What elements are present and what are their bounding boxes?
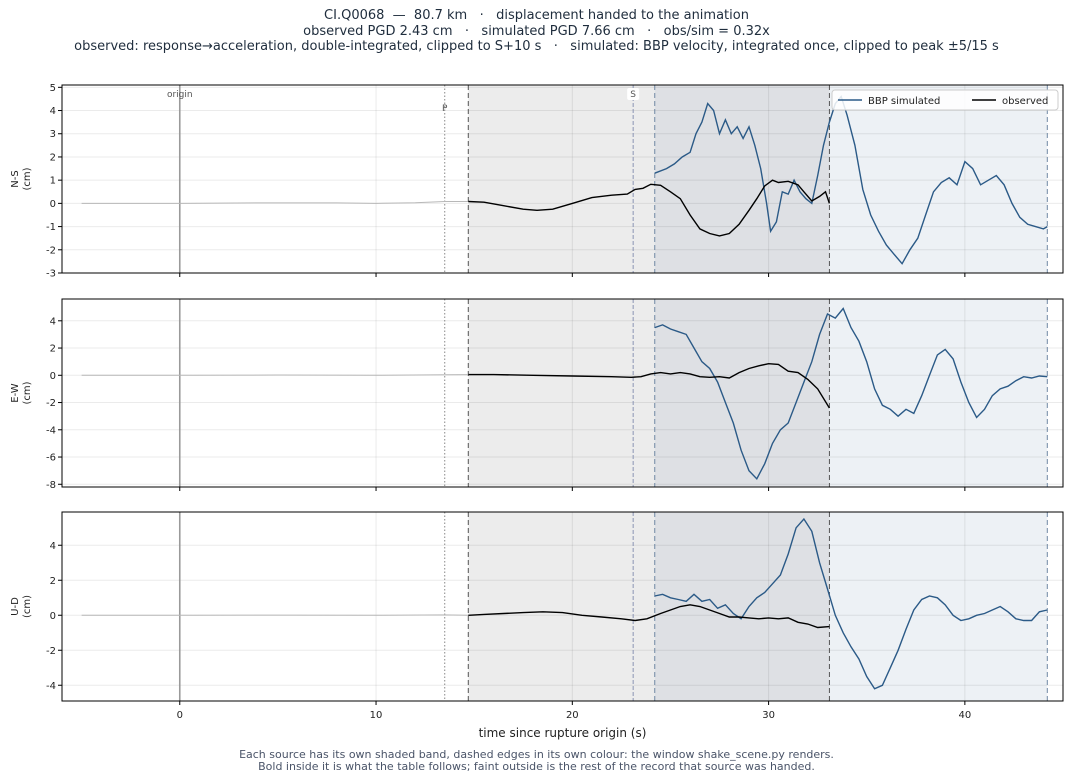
observed-trace [468,604,830,629]
x-tick-label: 40 [958,710,971,721]
legend-box [831,89,1059,111]
y-tick-label: -3 [46,269,56,280]
panel-frame [61,511,1064,702]
y-tick-label: 1 [50,176,56,187]
y-tick-label: 5 [50,83,56,94]
y-tick-label: -2 [46,398,56,409]
y-axis-label: (cm) [22,595,33,618]
simulated-trace [654,307,1048,480]
simulated-trace [654,517,1048,690]
y-tick-label: 3 [50,129,56,140]
footer-note-line-1: Each source has its own shaded band, das… [239,748,834,761]
s-label: S [630,90,636,100]
y-tick-label: -1 [46,222,56,233]
panel-frame [61,298,1064,488]
legend-simulated-label: BBP simulated [868,96,940,107]
x-axis-label: time since rupture origin (s) [479,726,647,740]
observed-faint-trace [81,201,469,204]
y-tick-label: -4 [46,681,56,692]
y-axis-label: (cm) [22,167,33,190]
observed-trace [468,179,831,237]
y-axis-label: (cm) [22,381,33,404]
y-axis-label: E-W [10,383,21,403]
y-tick-label: 0 [50,199,56,210]
y-tick-label: 0 [50,611,56,622]
y-tick-label: -6 [46,453,56,464]
origin-label: origin [167,90,193,100]
panel-3: -4 -2 0 2 4 U-D (cm) [10,511,1064,705]
window-overlap-band [654,299,830,487]
p-label: P [442,104,448,114]
y-axis-label: U-D [10,597,21,616]
panel-frame [61,84,1064,274]
y-tick-label: -8 [46,480,56,491]
window-overlap-band [654,85,830,273]
observed-faint-trace [81,374,469,376]
observed-trace [468,362,830,409]
y-tick-label: 2 [50,576,56,587]
x-tick-label: 0 [177,710,183,721]
y-tick-label: 4 [50,106,56,117]
y-axis-label: N-S [10,170,21,187]
s-label-background [627,88,640,100]
panel-2: -8 -6 -4 -2 0 2 4 E-W (cm) [10,298,1064,491]
y-tick-label: 4 [50,316,56,327]
y-tick-label: 2 [50,344,56,355]
x-tick-label: 30 [762,710,775,721]
chart-title-line-1: CI.Q0068 — 80.7 km · displacement handed… [324,8,749,23]
panel-1: -3 -2 -1 0 1 2 3 4 5 N-S (cm) [10,83,1064,280]
y-tick-label: 2 [50,152,56,163]
footer-note-line-2: Bold inside it is what the table follows… [258,760,815,773]
chart-title-line-2: observed PGD 2.43 cm · simulated PGD 7.6… [303,24,770,39]
y-tick-label: -2 [46,245,56,256]
y-tick-label: -4 [46,425,56,436]
chart-title-line-3: observed: response→acceleration, double-… [74,39,999,54]
y-tick-label: 0 [50,371,56,382]
x-tick-label: 20 [566,710,579,721]
x-tick-label: 10 [370,710,383,721]
y-tick-label: -2 [46,646,56,657]
simulated-trace [654,95,1048,265]
y-tick-label: 4 [50,541,56,552]
legend-observed-label: observed [1002,96,1048,107]
